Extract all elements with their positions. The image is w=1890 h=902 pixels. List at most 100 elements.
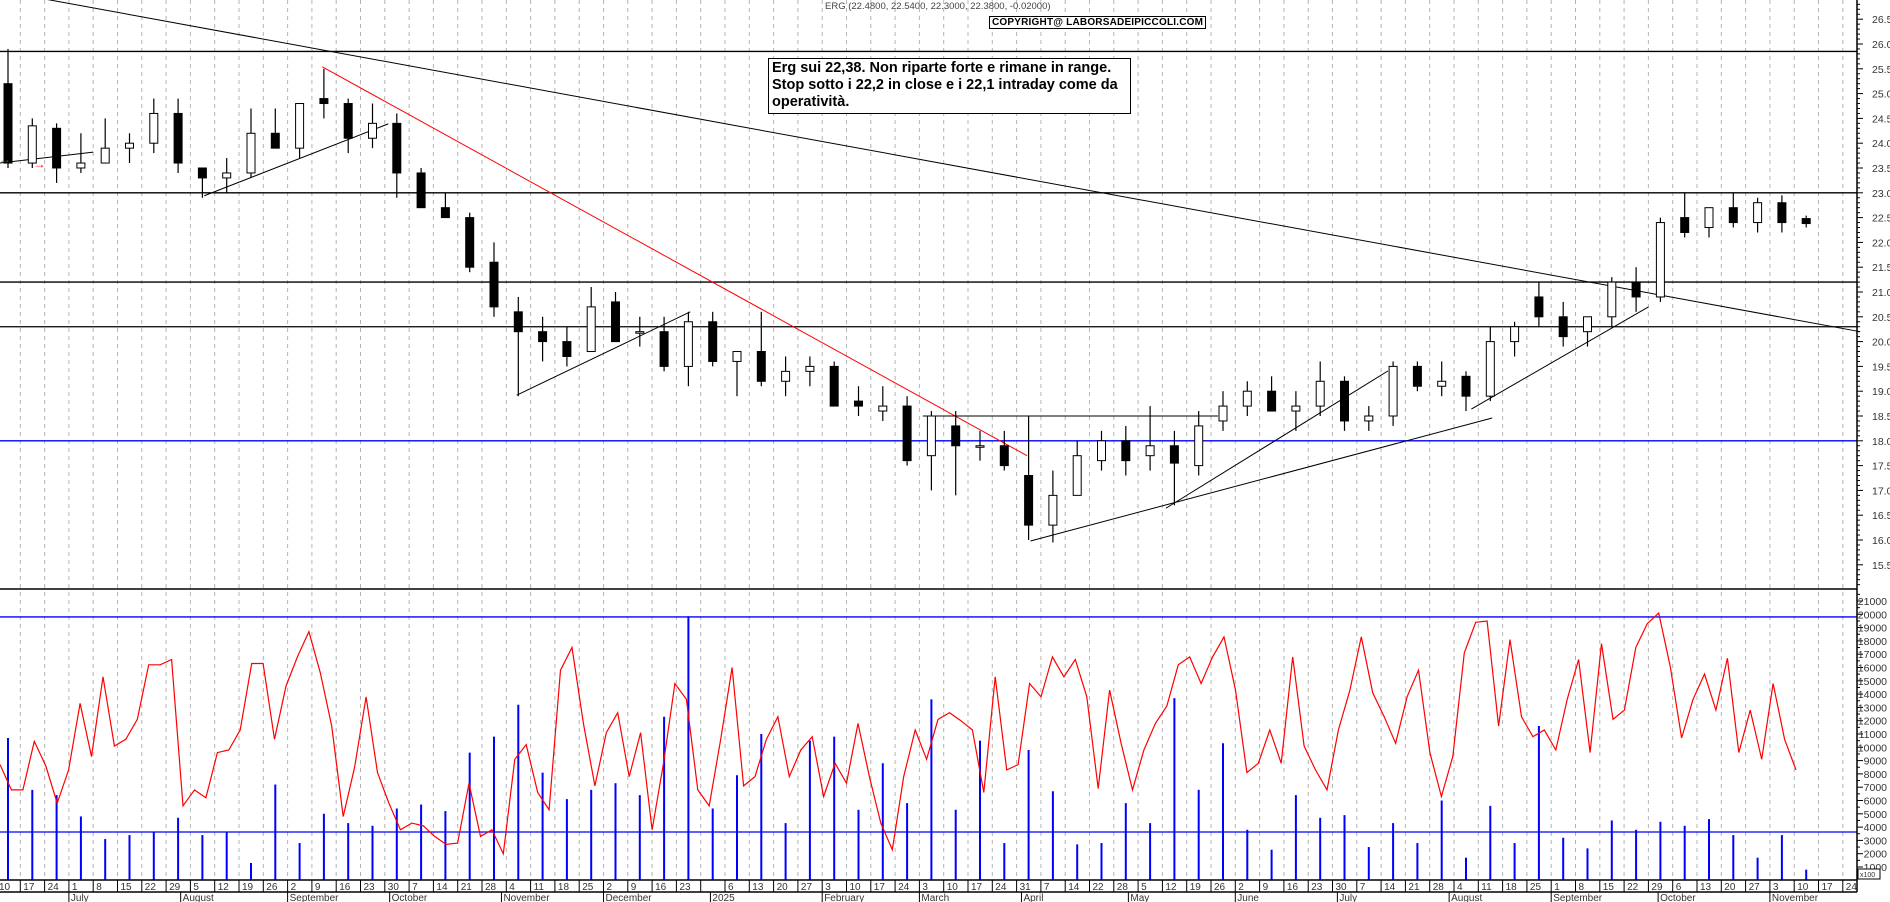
candle-body bbox=[513, 311, 523, 333]
trendline bbox=[1471, 306, 1649, 410]
candle-body bbox=[999, 445, 1009, 467]
candle-body bbox=[1169, 445, 1179, 464]
candle bbox=[295, 103, 305, 159]
candle-body bbox=[708, 321, 718, 362]
candle-body bbox=[1777, 202, 1787, 224]
candle-body bbox=[27, 125, 37, 164]
date-tick-label: 18 bbox=[1506, 882, 1518, 893]
candle bbox=[1072, 440, 1082, 496]
date-tick-label: 3 bbox=[1773, 882, 1779, 893]
red-arrow-right-icon: → bbox=[34, 157, 46, 171]
date-tick-label: 22 bbox=[145, 882, 157, 893]
candle-body bbox=[100, 147, 110, 164]
date-tick-label: 19 bbox=[242, 882, 254, 893]
candle-body bbox=[392, 122, 402, 174]
candle-body bbox=[683, 321, 693, 367]
candle bbox=[173, 98, 183, 173]
candle bbox=[854, 386, 863, 416]
price-tick-label: 22.5 bbox=[1872, 213, 1890, 225]
price-tick-label: 19.5 bbox=[1872, 361, 1890, 373]
candle bbox=[1680, 192, 1690, 238]
candle bbox=[659, 316, 669, 372]
price-tick-label: 20.5 bbox=[1872, 312, 1890, 324]
date-tick-label: 18 bbox=[558, 882, 570, 893]
date-tick-label: 7 bbox=[1360, 882, 1366, 893]
date-tick-label: 26 bbox=[266, 882, 278, 893]
month-label: September bbox=[1553, 893, 1603, 902]
price-tick-label: 24.0 bbox=[1872, 138, 1890, 150]
date-tick-label: 8 bbox=[1579, 882, 1585, 893]
volume-tick-label: 17000 bbox=[1858, 649, 1887, 661]
candle-body bbox=[562, 341, 572, 357]
candle-body bbox=[465, 217, 475, 268]
date-tick-label: 29 bbox=[169, 882, 181, 893]
volume-tick-label: 10000 bbox=[1858, 742, 1887, 754]
date-tick-label: 2 bbox=[1238, 882, 1244, 893]
candle-body bbox=[586, 306, 596, 353]
candle-body bbox=[1704, 207, 1714, 229]
candle bbox=[27, 118, 37, 168]
volume-tick-label: 12000 bbox=[1858, 716, 1887, 728]
candle-body bbox=[805, 365, 815, 372]
date-tick-label: 17 bbox=[874, 882, 886, 893]
candle-body bbox=[1583, 316, 1592, 333]
date-tick-label: 24 bbox=[995, 882, 1007, 893]
candle-body bbox=[1728, 207, 1738, 224]
candle-body bbox=[246, 132, 256, 174]
candle bbox=[1048, 470, 1058, 543]
date-tick-label: 23 bbox=[364, 882, 376, 893]
candle bbox=[1097, 430, 1106, 471]
month-label: July bbox=[71, 893, 89, 902]
volume-tick-label: 20000 bbox=[1858, 609, 1887, 621]
volume-bars bbox=[7, 616, 1808, 880]
candle bbox=[1340, 376, 1349, 431]
trendline bbox=[47, 0, 1861, 333]
month-label: August bbox=[183, 893, 214, 902]
date-tick-label: 12 bbox=[218, 882, 230, 893]
date-tick-label: 8 bbox=[96, 882, 102, 893]
candle bbox=[805, 356, 815, 387]
candle-body bbox=[1315, 380, 1325, 407]
volume-tick-label: 2000 bbox=[1864, 849, 1888, 861]
date-tick-label: 6 bbox=[728, 882, 734, 893]
price-tick-label: 22.0 bbox=[1872, 237, 1890, 249]
date-tick-label: 31 bbox=[1020, 882, 1032, 893]
candle-body bbox=[732, 351, 742, 362]
candle bbox=[1291, 391, 1301, 431]
date-tick-label: 24 bbox=[898, 882, 910, 893]
date-tick-label: 15 bbox=[121, 882, 133, 893]
candle bbox=[975, 430, 985, 461]
candle bbox=[100, 118, 110, 164]
price-tick-label: 23.0 bbox=[1872, 188, 1890, 200]
candle-body bbox=[149, 112, 159, 144]
volume-tick-label: 21000 bbox=[1858, 596, 1887, 608]
candle bbox=[878, 386, 888, 421]
candle-body bbox=[951, 425, 961, 447]
candle bbox=[416, 168, 426, 209]
date-tick-label: 14 bbox=[1384, 882, 1396, 893]
date-tick-label: 7 bbox=[412, 882, 418, 893]
price-tick-label: 16.0 bbox=[1872, 535, 1890, 547]
date-tick-label: 25 bbox=[1530, 882, 1542, 893]
candle bbox=[1558, 301, 1568, 347]
volume-tick-label: 16000 bbox=[1858, 663, 1887, 675]
candle-body bbox=[1242, 390, 1252, 407]
candle-body bbox=[829, 365, 839, 407]
candle bbox=[1412, 361, 1422, 392]
note-line-1: Erg sui 22,38. Non riparte forte e riman… bbox=[772, 60, 1112, 76]
date-tick-label: 12 bbox=[1165, 882, 1177, 893]
volume-tick-label: 7000 bbox=[1864, 782, 1888, 794]
volume-tick-label: 15000 bbox=[1858, 676, 1887, 688]
price-tick-label: 20.0 bbox=[1872, 337, 1890, 349]
oscillator-line bbox=[0, 611, 1797, 856]
date-tick-label: 23 bbox=[679, 882, 691, 893]
candle bbox=[951, 411, 961, 496]
volume-tick-label: 4000 bbox=[1864, 822, 1888, 834]
green-arrow-right-icon: → bbox=[0, 152, 11, 166]
candle-body bbox=[1267, 390, 1277, 412]
date-tick-label: 17 bbox=[23, 882, 35, 893]
candle bbox=[1364, 406, 1374, 431]
date-tick-label: 7 bbox=[1044, 882, 1050, 893]
candle-body bbox=[1680, 217, 1690, 233]
